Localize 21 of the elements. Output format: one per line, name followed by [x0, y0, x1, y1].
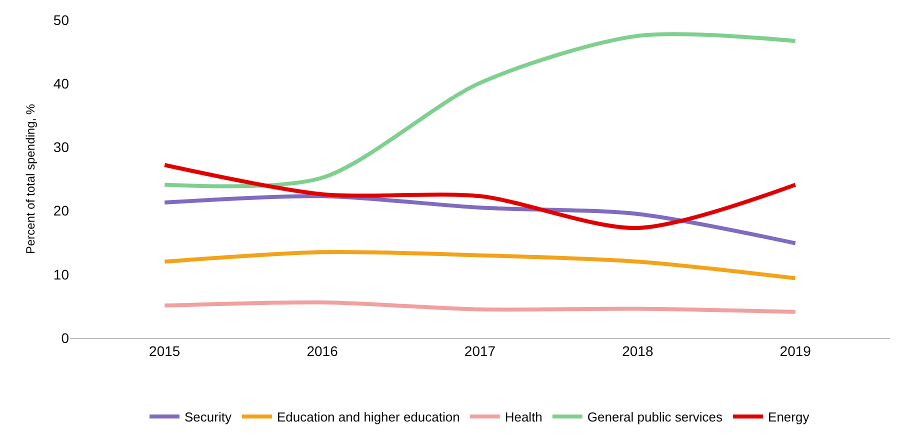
x-tick-label: 2019 — [780, 342, 812, 359]
x-tick-label: 2015 — [149, 342, 180, 359]
line-series — [162, 163, 798, 230]
y-axis-title: Percent of total spending, % — [24, 104, 38, 254]
line-series — [162, 250, 798, 280]
legend-label: Energy — [768, 410, 810, 425]
line-series — [162, 194, 798, 246]
legend-label: General public services — [587, 410, 724, 425]
y-tick-label: 50 — [53, 12, 70, 28]
legend-label: Health — [504, 410, 542, 425]
y-tick-label: 0 — [61, 330, 70, 346]
x-tick-label: 2018 — [622, 342, 654, 359]
y-tick-label: 40 — [53, 76, 70, 92]
y-tick-label: 10 — [53, 266, 70, 282]
x-tick-label: 2016 — [306, 342, 338, 359]
legend-label: Education and higher education — [276, 410, 460, 425]
y-tick-label: 30 — [53, 139, 70, 156]
x-tick-label: 2017 — [464, 342, 496, 359]
y-tick-label: 20 — [53, 202, 70, 219]
legend-label: Security — [184, 410, 232, 425]
line-series — [162, 300, 798, 314]
